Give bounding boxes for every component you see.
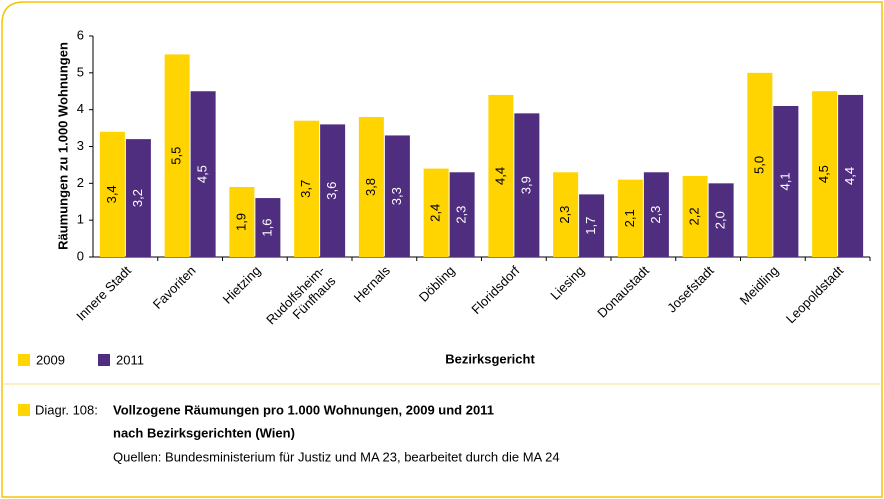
value-label: 3,4 [104, 185, 119, 203]
bar [449, 172, 475, 257]
value-label: 2,0 [713, 211, 728, 229]
bar [255, 198, 281, 257]
bar [682, 175, 708, 257]
bar [838, 94, 864, 257]
bar [643, 172, 669, 257]
legend-swatch [98, 354, 110, 366]
bar [294, 120, 320, 257]
caption-source: Quellen: Bundesministerium für Justiz un… [113, 449, 560, 464]
caption-title: Vollzogene Räumungen pro 1.000 Wohnungen… [113, 402, 494, 417]
value-label: 3,2 [130, 189, 145, 207]
bar [579, 194, 605, 257]
caption-title: nach Bezirksgerichten (Wien) [113, 425, 295, 440]
y-tick-label: 0 [77, 248, 84, 263]
value-label: 1,9 [233, 213, 248, 231]
legend-swatch [18, 354, 30, 366]
value-label: 2,2 [687, 207, 702, 225]
value-label: 4,4 [842, 167, 857, 185]
y-tick-label: 1 [77, 212, 84, 227]
value-label: 4,5 [195, 165, 210, 183]
bar [488, 94, 514, 257]
value-label: 1,7 [583, 217, 598, 235]
value-label: 1,6 [259, 218, 274, 236]
bar [358, 117, 384, 258]
value-label: 2,4 [428, 204, 443, 222]
bar [229, 187, 255, 257]
value-label: 4,5 [816, 165, 831, 183]
bar [190, 91, 216, 257]
bar [423, 168, 449, 257]
value-label: 4,4 [492, 167, 507, 185]
bar [125, 139, 151, 257]
y-tick-label: 4 [77, 101, 84, 116]
value-label: 3,3 [389, 187, 404, 205]
caption-marker [18, 404, 30, 416]
bar [708, 183, 734, 257]
bar [773, 105, 799, 257]
value-label: 2,3 [557, 206, 572, 224]
bar [320, 124, 346, 258]
value-label: 2,3 [648, 206, 663, 224]
y-tick-label: 5 [77, 64, 84, 79]
value-label: 4,1 [777, 172, 792, 190]
bar [747, 72, 773, 257]
legend-label: 2011 [116, 352, 144, 367]
value-label: 3,7 [298, 180, 313, 198]
bar [99, 131, 125, 257]
bar [553, 172, 579, 257]
bar [164, 54, 190, 257]
y-tick-label: 6 [77, 27, 84, 42]
bar [617, 179, 643, 257]
bar [812, 91, 838, 257]
value-label: 2,1 [622, 209, 637, 227]
y-tick-label: 2 [77, 175, 84, 190]
legend-label: 2009 [36, 352, 65, 367]
value-label: 3,9 [518, 176, 533, 194]
value-label: 5,5 [169, 147, 184, 165]
value-label: 3,8 [363, 178, 378, 196]
bar [384, 135, 410, 257]
caption-number: Diagr. 108: [35, 402, 98, 417]
value-label: 3,6 [324, 182, 339, 200]
bar [514, 113, 540, 257]
y-tick-label: 3 [77, 138, 84, 153]
y-axis-title: Räumungen zu 1.000 Wohnungen [55, 42, 70, 250]
value-label: 2,3 [454, 206, 469, 224]
value-label: 5,0 [751, 156, 766, 174]
x-axis-title: Bezirksgericht [445, 351, 535, 366]
